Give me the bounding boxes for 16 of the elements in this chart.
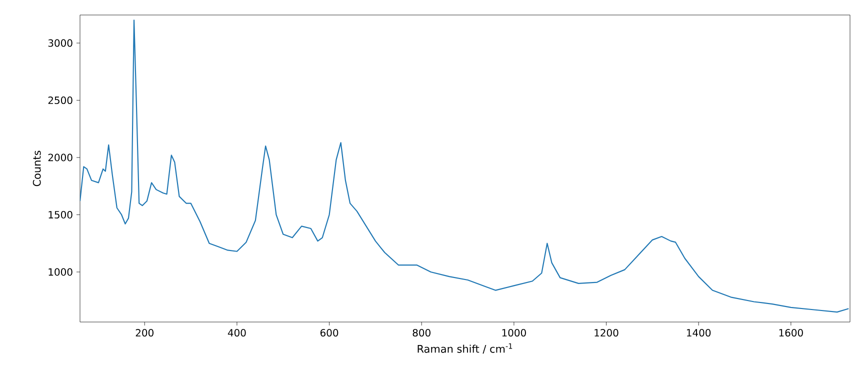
x-tick-label: 600	[320, 328, 338, 337]
y-tick-label: 2000	[48, 154, 72, 162]
y-tick-label: 1000	[48, 268, 72, 276]
x-axis-title: Raman shift / cm$^{-1}$	[418, 343, 512, 354]
line-series	[80, 20, 850, 313]
x-tick-label: 400	[228, 328, 246, 337]
x-tick-label: 800	[412, 328, 430, 337]
x-tick-label: 1200	[594, 328, 618, 337]
x-tick-label: 1400	[687, 328, 711, 337]
y-axis-title: Counts	[32, 150, 41, 186]
y-tick-label: 2500	[48, 96, 72, 104]
y-tick-label: 3000	[48, 39, 72, 47]
x-tick-label: 1600	[779, 328, 803, 337]
y-tick-label: 1500	[48, 210, 72, 219]
x-tick-label: 1000	[502, 328, 526, 337]
x-tick-label: 200	[136, 328, 154, 337]
